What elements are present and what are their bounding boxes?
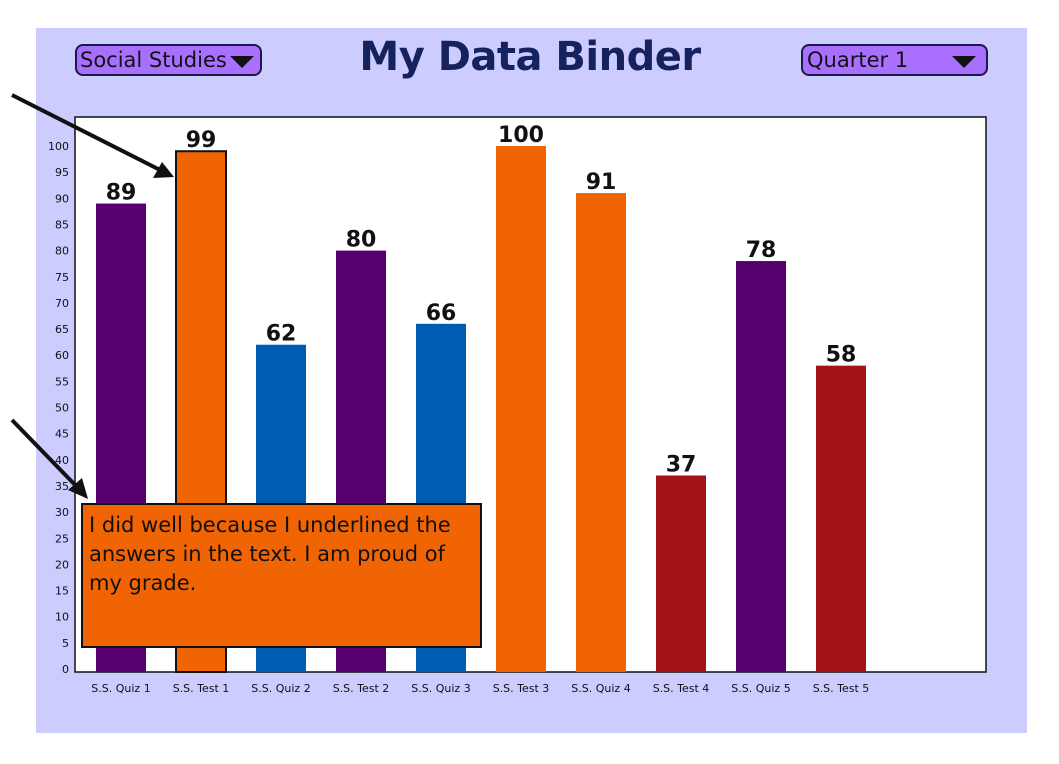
reflection-note: I did well because I underlined the answ… xyxy=(81,503,482,648)
data-label: 100 xyxy=(498,123,544,148)
data-label: 62 xyxy=(266,322,297,347)
y-tick-label: 25 xyxy=(55,532,69,545)
caret-down-icon xyxy=(952,56,976,68)
bar xyxy=(496,146,546,672)
y-tick-label: 95 xyxy=(55,166,69,179)
y-tick-label: 5 xyxy=(62,637,69,650)
y-tick-label: 60 xyxy=(55,349,69,362)
data-label: 91 xyxy=(586,170,617,195)
x-tick-label: S.S. Quiz 3 xyxy=(411,682,470,695)
y-tick-label: 45 xyxy=(55,428,69,441)
y-tick-label: 10 xyxy=(55,611,69,624)
page-title: My Data Binder xyxy=(359,34,701,80)
x-tick-label: S.S. Test 4 xyxy=(653,682,710,695)
y-tick-label: 55 xyxy=(55,375,69,388)
x-tick-label: S.S. Test 3 xyxy=(493,682,550,695)
y-tick-label: 0 xyxy=(62,663,69,676)
y-tick-label: 15 xyxy=(55,585,69,598)
quarter-dropdown[interactable]: Quarter 1 xyxy=(801,44,988,76)
y-tick-label: 90 xyxy=(55,192,69,205)
y-tick-label: 50 xyxy=(55,402,69,415)
y-tick-label: 40 xyxy=(55,454,69,467)
y-tick-label: 85 xyxy=(55,218,69,231)
arrow-head-icon xyxy=(153,162,174,178)
data-label: 66 xyxy=(426,301,457,326)
x-tick-label: S.S. Quiz 2 xyxy=(251,682,310,695)
caret-down-icon xyxy=(230,56,254,68)
arrow-line xyxy=(11,93,165,174)
annotation-arrows xyxy=(10,93,174,499)
data-label: 58 xyxy=(826,343,857,368)
y-tick-label: 80 xyxy=(55,245,69,258)
subject-dropdown[interactable]: Social Studies xyxy=(75,44,262,76)
x-axis: S.S. Quiz 1 S.S. Test 1 S.S. Quiz 2 S.S. Te… xyxy=(91,682,869,695)
subject-dropdown-label: Social Studies xyxy=(80,48,227,72)
x-tick-label: S.S. Quiz 5 xyxy=(731,682,790,695)
arrow-head-icon xyxy=(68,478,88,499)
y-tick-label: 70 xyxy=(55,297,69,310)
y-tick-label: 100 xyxy=(48,140,69,153)
data-label: 78 xyxy=(746,238,777,263)
bar xyxy=(576,193,626,672)
y-tick-label: 35 xyxy=(55,480,69,493)
x-tick-label: S.S. Test 2 xyxy=(333,682,390,695)
x-tick-label: S.S. Test 1 xyxy=(173,682,230,695)
y-tick-label: 20 xyxy=(55,558,69,571)
bar xyxy=(656,475,706,672)
y-tick-label: 65 xyxy=(55,323,69,336)
bar xyxy=(736,261,786,672)
x-tick-label: S.S. Test 5 xyxy=(813,682,870,695)
y-tick-label: 75 xyxy=(55,271,69,284)
y-axis: 0 5 10 15 20 25 30 35 40 45 50 55 60 65 70 75 80 85 90 95 10… xyxy=(48,140,69,676)
bar xyxy=(816,365,866,672)
x-tick-label: S.S. Quiz 1 xyxy=(91,682,150,695)
x-tick-label: S.S. Quiz 4 xyxy=(571,682,630,695)
data-label: 37 xyxy=(666,452,697,477)
data-label: 99 xyxy=(186,128,217,153)
data-label: 89 xyxy=(106,181,137,206)
y-tick-label: 30 xyxy=(55,506,69,519)
quarter-dropdown-label: Quarter 1 xyxy=(807,48,909,72)
data-label: 80 xyxy=(346,228,377,253)
arrow-line xyxy=(10,418,82,492)
